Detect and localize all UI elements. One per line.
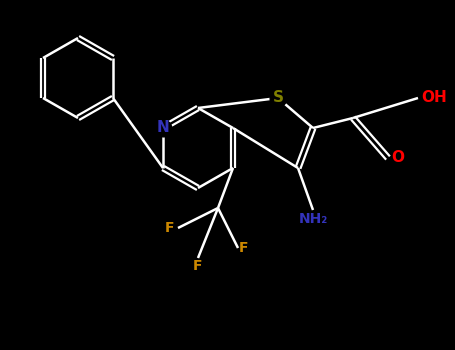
Text: OH: OH (421, 91, 447, 105)
Text: F: F (165, 221, 175, 235)
Text: N: N (157, 120, 169, 135)
Text: F: F (239, 241, 249, 255)
Text: F: F (193, 259, 203, 273)
Text: S: S (273, 91, 283, 105)
Text: NH₂: NH₂ (298, 212, 328, 226)
Text: O: O (391, 150, 404, 166)
